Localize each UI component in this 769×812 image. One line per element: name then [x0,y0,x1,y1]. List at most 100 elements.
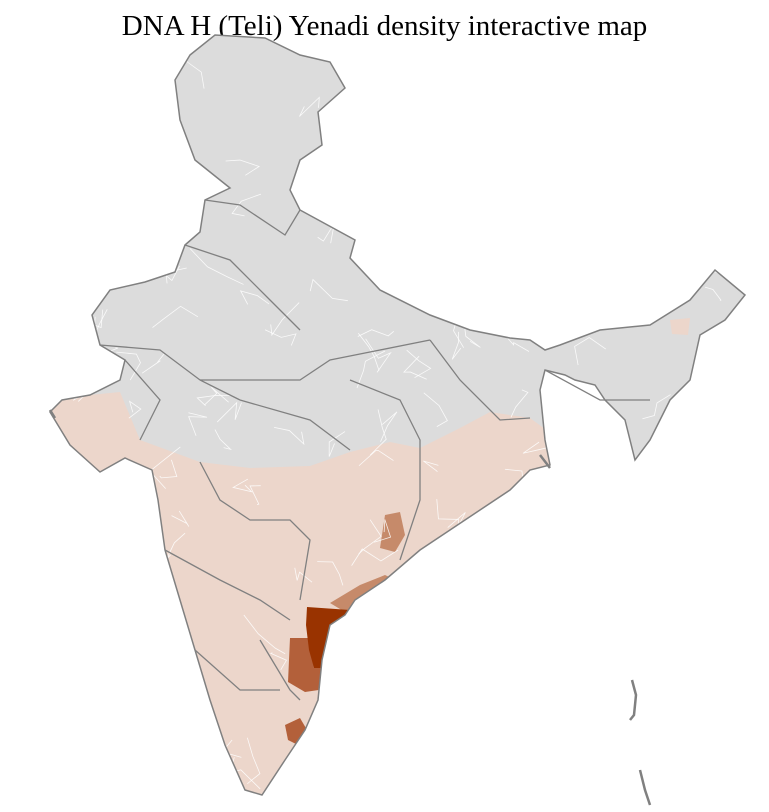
district-border [437,138,473,157]
district-border [357,329,395,337]
map-title: DNA H (Teli) Yenadi density interactive … [121,10,648,42]
district-border [72,249,84,273]
district-border [344,48,366,74]
state-border [349,379,421,561]
state-border [200,339,431,381]
state-border [199,461,311,601]
district-border [317,561,344,586]
district-border [374,46,389,70]
district-border [450,134,482,156]
state-border [184,244,301,331]
district-border [147,35,168,66]
district-border [346,640,359,670]
district-border [676,553,708,567]
state-border [124,359,161,441]
district-border [371,761,399,787]
district-border [373,244,393,268]
district-border [417,47,438,59]
district-border [188,412,208,436]
district-border [627,614,665,646]
district-border [403,608,426,636]
district-border [299,96,320,117]
district-border [408,686,429,719]
andaman-islands [629,679,638,721]
district-border [67,160,109,170]
district-border [76,280,96,299]
district-border [484,38,516,56]
district-border [187,721,206,741]
district-border [559,405,580,426]
district-border [626,740,650,756]
district-border [538,693,559,720]
region-no-data[interactable] [50,35,745,795]
district-border [332,108,344,135]
district-border [414,672,453,678]
sundarbans-islets [539,454,551,469]
district-border [406,349,432,379]
district-border [358,519,382,555]
district-border [128,400,142,419]
district-border [50,472,75,514]
district-border [511,35,524,43]
district-border [705,247,730,275]
district-border [373,583,391,624]
district-border [328,431,346,457]
district-border [317,223,335,244]
state-border [544,369,650,401]
state-borders [99,199,650,701]
district-border [204,386,229,406]
district-border [122,195,148,213]
district-border [487,207,520,225]
district-border [159,459,178,479]
district-border [524,545,550,571]
region-medium-density-odisha[interactable] [380,512,405,552]
district-border [628,485,660,507]
state-border [99,344,241,401]
district-border [503,333,530,352]
district-border [451,331,462,360]
state-border [194,649,280,691]
district-border [599,39,638,53]
district-border [574,337,607,366]
district-border [152,305,199,328]
district-border [196,394,233,406]
district-border [689,119,722,158]
district-border [546,408,564,451]
district-border [294,567,313,583]
gujarat-coast-islet [48,409,57,419]
district-border [434,140,464,162]
district-border [662,57,698,76]
district-border [565,149,588,170]
district-border [361,208,390,229]
district-border [216,401,242,423]
district-border [616,599,638,617]
district-border [273,426,305,446]
district-border [423,392,448,427]
district-border [702,413,728,429]
district-border [495,647,529,696]
district-border [141,353,165,374]
district-border [663,584,680,606]
district-border [358,692,375,706]
district-border [617,159,636,175]
district-border [146,547,163,587]
district-border [642,394,671,420]
islands [48,409,652,806]
district-border [478,214,484,232]
district-border [214,429,233,451]
state-border [204,199,301,236]
district-border [506,139,525,160]
district-border [356,350,386,389]
district-border [243,614,286,655]
district-border [149,446,181,489]
district-border [171,510,190,527]
district-border [264,329,297,346]
district-border [239,290,270,305]
district-border [504,511,548,530]
region-low-density-northeast[interactable] [670,318,690,335]
district-border [461,106,482,129]
district-border [74,181,109,208]
country-outline [49,34,747,796]
district-border [155,636,180,647]
